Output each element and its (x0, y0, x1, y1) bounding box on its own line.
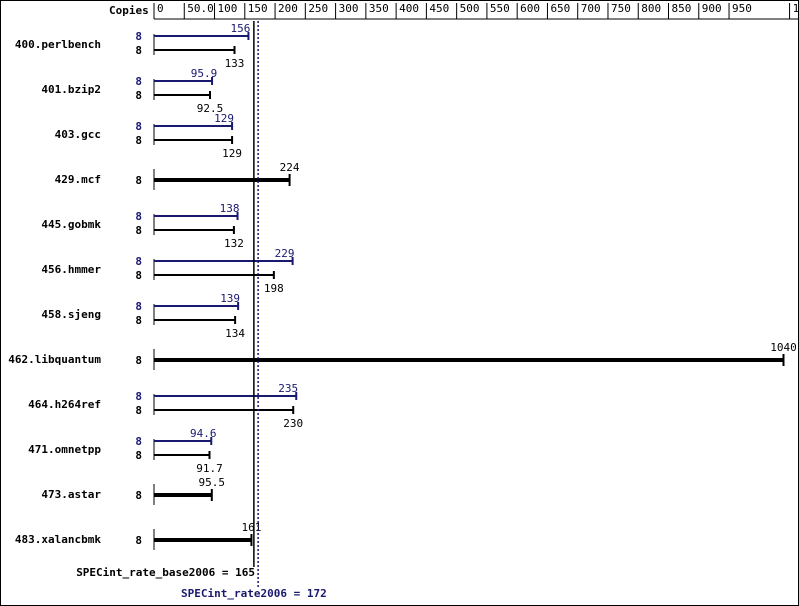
copies-value: 8 (135, 534, 142, 547)
base-copies-value: 8 (135, 44, 142, 57)
peak-copies-value: 8 (135, 300, 142, 313)
benchmark-name: 464.h264ref (28, 398, 101, 411)
base-value-label: 230 (283, 417, 303, 430)
base-value-label: 91.7 (196, 462, 223, 475)
x-tick-label: 900 (702, 2, 722, 15)
base-value-label: 92.5 (197, 102, 224, 115)
benchmark-name: 456.hmmer (41, 263, 101, 276)
x-tick-label: 650 (550, 2, 570, 15)
benchmark-name: 483.xalancbmk (15, 533, 101, 546)
base-copies-value: 8 (135, 224, 142, 237)
benchmark-name: 473.astar (41, 488, 101, 501)
peak-value-label: 94.6 (190, 427, 217, 440)
copies-header: Copies (109, 4, 149, 17)
copies-value: 8 (135, 174, 142, 187)
x-tick-label: 550 (490, 2, 510, 15)
benchmark-name: 458.sjeng (41, 308, 101, 321)
x-tick-label: 700 (581, 2, 601, 15)
x-tick-label: 600 (520, 2, 540, 15)
base-value-label: 133 (225, 57, 245, 70)
x-tick-label: 800 (641, 2, 661, 15)
benchmark-name: 471.omnetpp (28, 443, 101, 456)
base-value-label: 132 (224, 237, 244, 250)
x-tick-label: 300 (339, 2, 359, 15)
peak-value-label: 235 (278, 382, 298, 395)
peak-copies-value: 8 (135, 120, 142, 133)
base-value-label: 129 (222, 147, 242, 160)
peak-value-label: 156 (230, 22, 250, 35)
peak-value-label: 95.9 (191, 67, 218, 80)
benchmark-name: 400.perlbench (15, 38, 101, 51)
x-tick-label: 250 (308, 2, 328, 15)
x-tick-label: 850 (672, 2, 692, 15)
benchmark-name: 401.bzip2 (41, 83, 101, 96)
x-tick-label: 450 (429, 2, 449, 15)
x-tick-label: 50.0 (187, 2, 214, 15)
x-tick-label: 100 (218, 2, 238, 15)
benchmark-name: 429.mcf (55, 173, 101, 186)
base-copies-value: 8 (135, 134, 142, 147)
x-tick-label: 950 (732, 2, 752, 15)
base-copies-value: 8 (135, 269, 142, 282)
base-copies-value: 8 (135, 89, 142, 102)
peak-value-label: 229 (275, 247, 295, 260)
copies-value: 8 (135, 489, 142, 502)
peak-copies-value: 8 (135, 435, 142, 448)
base-copies-value: 8 (135, 404, 142, 417)
x-tick-label: 150 (248, 2, 268, 15)
x-tick-label: 1050 (793, 2, 798, 15)
peak-value-label: 138 (220, 202, 240, 215)
x-tick-label: 500 (460, 2, 480, 15)
x-tick-label: 750 (611, 2, 631, 15)
benchmark-name: 403.gcc (55, 128, 101, 141)
base-summary-label: SPECint_rate_base2006 = 165 (76, 566, 255, 579)
result-value-label: 95.5 (199, 476, 226, 489)
peak-copies-value: 8 (135, 75, 142, 88)
x-tick-label: 400 (399, 2, 419, 15)
result-value-label: 1040 (770, 341, 797, 354)
result-value-label: 161 (242, 521, 262, 534)
x-tick-label: 0 (157, 2, 164, 15)
benchmark-name: 462.libquantum (8, 353, 101, 366)
result-value-label: 224 (280, 161, 300, 174)
benchmark-name: 445.gobmk (41, 218, 101, 231)
x-tick-label: 200 (278, 2, 298, 15)
peak-copies-value: 8 (135, 255, 142, 268)
base-copies-value: 8 (135, 449, 142, 462)
copies-value: 8 (135, 354, 142, 367)
peak-copies-value: 8 (135, 30, 142, 43)
x-tick-label: 350 (369, 2, 389, 15)
base-copies-value: 8 (135, 314, 142, 327)
peak-copies-value: 8 (135, 390, 142, 403)
peak-summary-label: SPECint_rate2006 = 172 (181, 587, 327, 600)
peak-value-label: 129 (214, 112, 234, 125)
peak-copies-value: 8 (135, 210, 142, 223)
peak-value-label: 139 (220, 292, 240, 305)
base-value-label: 134 (225, 327, 245, 340)
base-value-label: 198 (264, 282, 284, 295)
